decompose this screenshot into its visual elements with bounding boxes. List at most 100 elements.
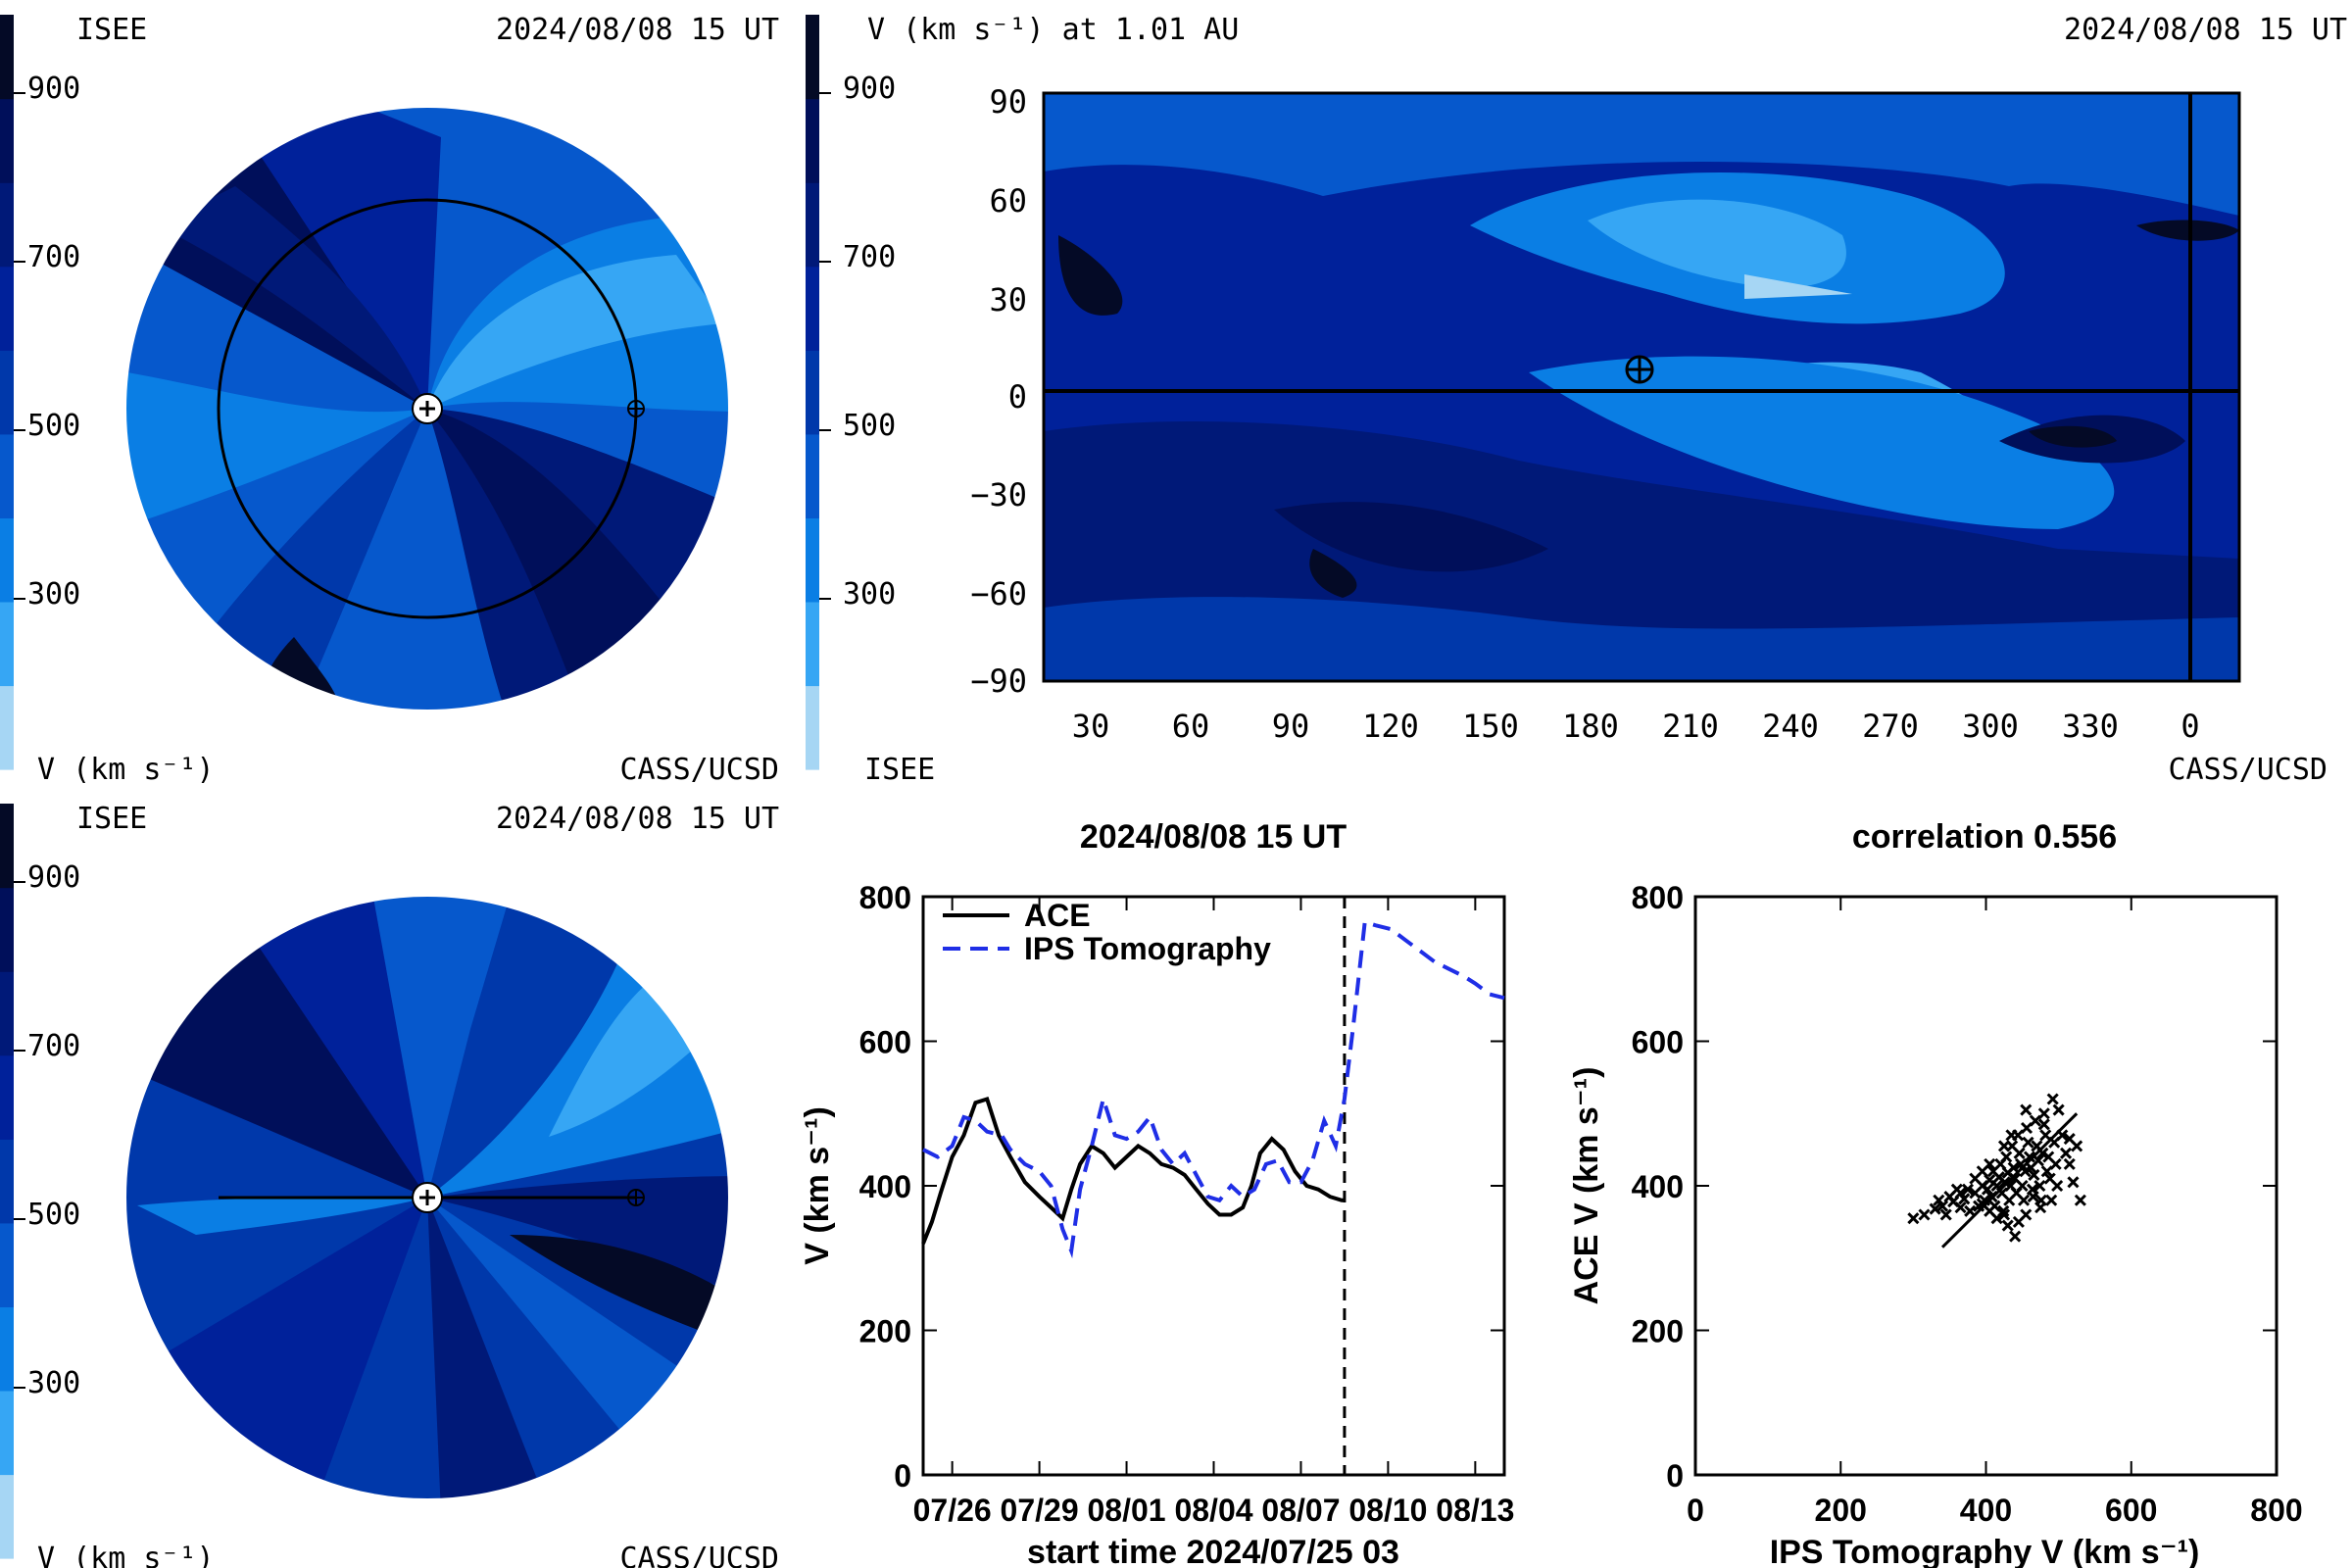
scatter-point: [1997, 1208, 2011, 1221]
map-y-tick: −90: [970, 662, 1027, 700]
map-x-tick: 120: [1362, 708, 1419, 745]
y-tick-label: 800: [1632, 880, 1684, 915]
scatter-point: [1936, 1200, 1949, 1212]
map-y-tick: 30: [989, 281, 1027, 318]
scatter-point: [2051, 1179, 2064, 1193]
scatter-point: [2020, 1103, 2033, 1116]
y-tick-label: 800: [859, 880, 911, 915]
scatter-point: [2005, 1129, 2018, 1142]
scatter-point: [2037, 1107, 2050, 1120]
scatter-point: [2000, 1151, 2013, 1163]
top-left-colorbar-label: V (km s⁻¹): [37, 753, 215, 787]
scatter-point: [1918, 1208, 1931, 1221]
top-right-title: V (km s⁻¹) at 1.01 AU: [867, 13, 1239, 47]
top-left-org-label: ISEE: [76, 13, 147, 47]
colorbar-swatch: [806, 15, 819, 100]
colorbar-swatch: [0, 517, 14, 603]
x-tick-label: 0: [1687, 1493, 1704, 1528]
colorbar-swatch: [0, 601, 14, 687]
y-tick-label: 600: [859, 1025, 911, 1060]
colorbar-swatch: [806, 433, 819, 518]
x-tick-label: 08/10: [1348, 1493, 1427, 1528]
scatter-point: [1954, 1201, 1967, 1214]
scatter-point: [1964, 1204, 1977, 1217]
top-left-colorbar-ticks: 900 700 500 300: [27, 72, 80, 612]
scatter-point: [2016, 1179, 2029, 1193]
top-left-disk-edge: [124, 106, 730, 711]
scatter-point: [1961, 1183, 1975, 1196]
bottom-left-sun-icon: [412, 1182, 443, 1213]
colorbar-swatch: [0, 1222, 14, 1307]
top-right-frame: [1042, 91, 2241, 683]
scatter-point: [2046, 1093, 2059, 1105]
bottom-left-colorbar-ticks: 900 700 500 300: [27, 860, 80, 1400]
bottom-left-cbar-tick-500: 500: [27, 1198, 80, 1232]
map-x-tick: 300: [1962, 708, 2019, 745]
top-right-timestamp: 2024/08/08 15 UT: [2064, 13, 2347, 47]
top-right-cbar-tick-300: 300: [843, 577, 896, 612]
top-right-panel: 900 700 500 300 V (km s⁻¹) at 1.01 AU 20…: [806, 13, 2347, 787]
time-series-legend: ACE IPS Tomography: [943, 898, 1271, 966]
time-series-frame: [921, 895, 1506, 1477]
map-x-tick: 150: [1462, 708, 1519, 745]
scatter-point: [2063, 1157, 2076, 1170]
time-series-panel: 2024/08/08 15 UT ACE IPS Tomography 0 200…: [799, 818, 1514, 1568]
top-right-colorbar: [806, 15, 831, 770]
y-tick-label: 0: [1666, 1458, 1684, 1494]
x-tick-label: 07/26: [913, 1493, 992, 1528]
scatter-point: [1984, 1204, 1996, 1217]
x-tick-label: 08/13: [1436, 1493, 1514, 1528]
map-y-tick: −30: [970, 476, 1027, 514]
scatter-point: [2063, 1132, 2076, 1146]
scatter-point: [2045, 1194, 2058, 1206]
bottom-left-disk-edge: [124, 895, 730, 1500]
bottom-left-colorbar: [0, 804, 25, 1559]
scatter-panel: correlation 0.556 0 200 400 600 800 0 200 400 6…: [1568, 818, 2303, 1568]
top-right-cbar-tick-700: 700: [843, 240, 896, 274]
top-left-colorbar: [0, 15, 25, 770]
y-tick-label: 400: [859, 1169, 911, 1204]
top-left-cbar-tick-300: 300: [27, 577, 80, 612]
colorbar-swatch: [0, 182, 14, 268]
top-left-earth-icon: [627, 400, 645, 417]
colorbar-swatch: [0, 685, 14, 770]
scatter-frame: [1693, 895, 2278, 1477]
scatter-point: [1985, 1190, 1998, 1203]
scatter-point: [2074, 1194, 2086, 1206]
scatter-point: [2023, 1151, 2036, 1163]
scatter-point: [2007, 1161, 2020, 1174]
map-x-tick: 210: [1662, 708, 1719, 745]
top-right-x-axis: 30 60 90 120 150 180 210 240 270 300 330…: [1072, 708, 2200, 745]
colorbar-swatch: [0, 266, 14, 351]
scatter-x-axis: 0 200 400 600 800: [1687, 897, 2303, 1528]
scatter-y-label: ACE V (km s⁻¹): [1568, 1067, 1605, 1305]
colorbar-swatch: [806, 601, 819, 687]
scatter-point: [2028, 1168, 2040, 1182]
bottom-left-earth-icon: [627, 1189, 645, 1206]
scatter-y-axis: 0 200 400 600 800: [1632, 880, 2277, 1494]
scatter-point: [1969, 1172, 1982, 1185]
map-y-tick: 60: [989, 182, 1027, 220]
y-tick-label: 400: [1632, 1169, 1684, 1204]
x-tick-label: 08/04: [1174, 1493, 1252, 1528]
colorbar-swatch: [0, 98, 14, 183]
top-left-sun-icon: [412, 393, 443, 424]
map-x-tick: 60: [1172, 708, 1210, 745]
scatter-point: [1933, 1194, 1945, 1206]
scatter-point: [2034, 1179, 2046, 1193]
scatter-point: [2056, 1129, 2069, 1142]
bottom-left-cbar-tick-900: 900: [27, 860, 80, 895]
top-right-y-axis: 90 60 30 0 −30 −60 −90: [970, 83, 1027, 700]
bottom-left-cbar-tick-700: 700: [27, 1029, 80, 1063]
scatter-point: [2034, 1201, 2047, 1214]
colorbar-swatch: [0, 1474, 14, 1559]
top-right-org-label: ISEE: [864, 753, 935, 787]
top-left-timestamp: 2024/08/08 15 UT: [496, 13, 779, 47]
scatter-point: [2017, 1194, 2031, 1206]
ace-series-line: [921, 1096, 1345, 1245]
top-right-credit: CASS/UCSD: [2168, 753, 2328, 787]
colorbar-swatch: [0, 971, 14, 1056]
x-tick-label: 200: [1815, 1493, 1867, 1528]
time-series-title: 2024/08/08 15 UT: [1080, 818, 1347, 856]
